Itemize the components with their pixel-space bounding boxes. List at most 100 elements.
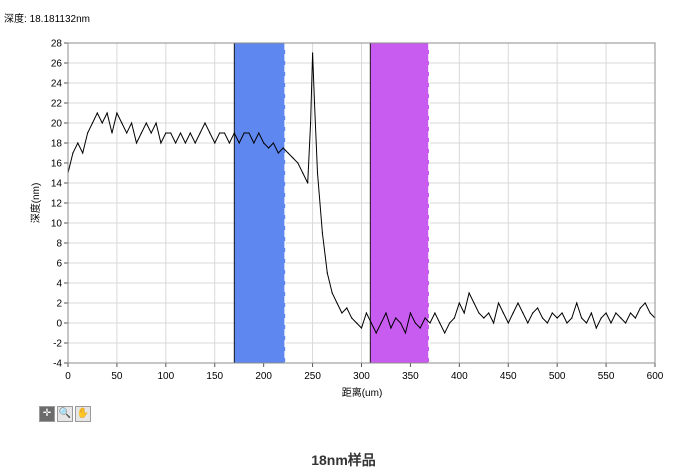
data-point bbox=[581, 317, 583, 319]
data-point bbox=[302, 172, 304, 174]
cursor-regions[interactable] bbox=[233, 43, 430, 363]
data-point bbox=[179, 132, 182, 134]
data-point bbox=[91, 122, 94, 124]
data-point bbox=[346, 307, 348, 309]
data-point bbox=[86, 132, 89, 134]
y-tick-label: -4 bbox=[53, 359, 62, 370]
data-point bbox=[145, 122, 147, 124]
data-point bbox=[209, 132, 211, 134]
data-point bbox=[121, 122, 123, 124]
data-point bbox=[590, 312, 593, 314]
grid bbox=[64, 42, 656, 367]
cursor-move-tool-icon[interactable]: ✛ bbox=[39, 406, 55, 422]
data-point bbox=[126, 132, 128, 134]
data-point bbox=[424, 317, 426, 319]
x-tick-label: 400 bbox=[451, 371, 468, 382]
data-point bbox=[404, 332, 407, 334]
data-point bbox=[468, 292, 470, 294]
x-tick-label: 200 bbox=[255, 371, 272, 382]
cursor-region-1[interactable] bbox=[234, 43, 286, 363]
data-point bbox=[497, 302, 500, 304]
data-point bbox=[610, 322, 612, 324]
y-tick-label: 20 bbox=[51, 119, 63, 130]
series-layer bbox=[67, 52, 656, 335]
data-point bbox=[194, 142, 196, 144]
data-point bbox=[478, 312, 480, 314]
data-point bbox=[434, 312, 436, 314]
data-point bbox=[390, 327, 392, 329]
data-point bbox=[527, 322, 529, 324]
data-point bbox=[101, 122, 103, 124]
data-point bbox=[380, 322, 382, 324]
x-tick-label: 150 bbox=[206, 371, 223, 382]
data-point bbox=[223, 132, 226, 134]
data-point bbox=[414, 322, 416, 324]
data-point bbox=[576, 302, 578, 304]
data-point bbox=[311, 52, 314, 54]
data-point bbox=[458, 302, 460, 304]
data-point bbox=[219, 132, 221, 134]
y-axis-label: 深度(nm) bbox=[29, 183, 42, 224]
graph-palette: ✛ 🔍 ✋ bbox=[39, 406, 91, 423]
y-tick-label: 10 bbox=[51, 219, 63, 230]
data-point bbox=[170, 132, 172, 134]
data-point bbox=[331, 292, 333, 294]
data-point bbox=[492, 322, 495, 324]
data-point bbox=[483, 317, 485, 319]
data-point bbox=[375, 332, 377, 334]
data-point bbox=[204, 122, 206, 124]
data-point bbox=[566, 322, 568, 324]
x-tick-label: 50 bbox=[111, 371, 123, 382]
data-point bbox=[326, 272, 328, 274]
data-point bbox=[140, 132, 142, 134]
data-point bbox=[512, 312, 514, 314]
data-point bbox=[620, 317, 622, 319]
data-point bbox=[625, 322, 627, 324]
data-point bbox=[551, 312, 553, 314]
plot-frame bbox=[67, 42, 656, 364]
data-point bbox=[629, 312, 632, 314]
data-point bbox=[189, 132, 191, 134]
data-point bbox=[135, 142, 138, 144]
data-point bbox=[150, 132, 152, 134]
data-point bbox=[214, 142, 216, 144]
pan-hand-tool-icon[interactable]: ✋ bbox=[75, 406, 91, 422]
data-point bbox=[473, 302, 475, 304]
data-point bbox=[272, 142, 275, 144]
data-point bbox=[546, 322, 548, 324]
data-point bbox=[507, 322, 509, 324]
data-point bbox=[356, 322, 358, 324]
data-point bbox=[310, 122, 312, 124]
data-point bbox=[351, 317, 353, 319]
y-tick-label: 28 bbox=[51, 39, 63, 50]
data-point bbox=[556, 317, 558, 319]
data-point bbox=[130, 122, 133, 124]
data-point bbox=[439, 322, 441, 324]
data-point bbox=[385, 312, 387, 314]
data-point bbox=[313, 102, 316, 104]
y-tick-label: 4 bbox=[56, 279, 62, 290]
data-point bbox=[77, 142, 79, 144]
data-point bbox=[282, 147, 284, 149]
data-point bbox=[537, 307, 539, 309]
depth-readout: 深度: 18.181132nm bbox=[4, 10, 90, 25]
y-tick-label: 8 bbox=[56, 239, 62, 250]
data-point bbox=[297, 162, 299, 164]
data-point bbox=[277, 152, 279, 154]
data-point bbox=[595, 327, 597, 329]
data-point bbox=[184, 142, 186, 144]
zoom-tool-icon[interactable]: 🔍 bbox=[57, 406, 73, 422]
y-tick-label: -2 bbox=[53, 339, 62, 350]
x-tick-label: 600 bbox=[647, 371, 664, 382]
data-point bbox=[571, 317, 573, 319]
data-point bbox=[600, 317, 602, 319]
y-tick-label: 14 bbox=[51, 179, 63, 190]
data-point bbox=[248, 132, 250, 134]
x-axis-label: 距离(um) bbox=[342, 386, 383, 399]
data-point bbox=[444, 332, 446, 334]
depth-readout-label: 深度: bbox=[4, 14, 27, 25]
cursor-region-2[interactable] bbox=[370, 43, 430, 363]
y-tick-label: 26 bbox=[51, 59, 63, 70]
data-point bbox=[116, 112, 118, 114]
